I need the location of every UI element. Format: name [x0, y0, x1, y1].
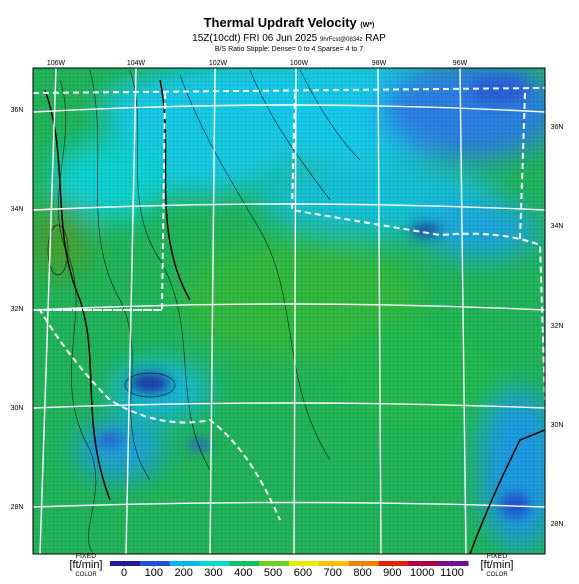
latitude-label-left: 30N — [11, 405, 24, 412]
colorbar-swatch — [259, 561, 290, 566]
colorbar-swatch — [438, 561, 469, 566]
title-symbol: (W*) — [360, 22, 374, 29]
latitude-label-right: 30N — [551, 422, 564, 429]
longitude-label: 106W — [47, 60, 66, 67]
model: RAP — [365, 33, 386, 44]
longitude-label: 102W — [209, 60, 228, 67]
colorbar-tick-label: 400 — [234, 567, 252, 579]
colorbar-tick-label: 500 — [264, 567, 282, 579]
colorbar-tick-label: 700 — [324, 567, 342, 579]
coordinate-labels: 106W 104W 102W 100W 98W 96W 36N 34N 32N 30N 28N 36N… — [11, 60, 564, 528]
colorbar-tick-label: 900 — [383, 567, 401, 579]
title: Thermal Updraft Velocity (W*) — [204, 15, 375, 30]
latitude-label-left: 32N — [11, 306, 24, 313]
latitude-label-left: 28N — [11, 504, 24, 511]
subtitle: 15Z(10cdt) FRI 06 Jun 2025 9hrFcst@0834z… — [192, 33, 386, 44]
forecast: 9hrFcst@0834z — [320, 37, 362, 43]
colorbar-right-unit: [ft/min] — [480, 559, 513, 571]
colorbar-swatch — [139, 561, 171, 566]
colorbar-left-top: FIXED — [76, 553, 97, 560]
colorbar-tick-label: 1100 — [440, 567, 464, 579]
latitude-label-right: 28N — [551, 521, 564, 528]
colorbar-left-unit: [ft/min] — [69, 559, 102, 571]
latitude-label-left: 34N — [11, 206, 24, 213]
colorbar-swatch — [348, 561, 379, 566]
colorbar-right-bottom: COLOR — [486, 572, 508, 578]
colorbar-right-top: FIXED — [487, 553, 508, 560]
colorbar-swatch — [199, 561, 230, 566]
stipple-note: B/S Ratio Stipple: Dense= 0 to 4 Sparse=… — [215, 46, 363, 53]
colorbar-tick-label: 100 — [145, 567, 163, 579]
title-text: Thermal Updraft Velocity — [204, 15, 358, 30]
colorbar-swatch — [378, 561, 409, 566]
colorbar-tick-label: 200 — [174, 567, 192, 579]
colorbar-swatch — [229, 561, 260, 566]
colorbar-swatch — [169, 561, 200, 566]
colorbar-tick-label: 300 — [204, 567, 222, 579]
colorbar-tick-label: 800 — [353, 567, 371, 579]
longitude-label: 100W — [290, 60, 309, 67]
latitude-label-right: 34N — [551, 223, 564, 230]
colorbar-swatch — [408, 561, 439, 566]
latitude-label-right: 32N — [551, 323, 564, 330]
valid-time: 15Z(10cdt) FRI 06 Jun 2025 — [192, 33, 318, 44]
longitude-label: 104W — [127, 60, 146, 67]
colorbar-swatch — [318, 561, 350, 566]
colorbar-tick-label: 600 — [294, 567, 312, 579]
latitude-label-left: 36N — [11, 107, 24, 114]
colorbar-swatch — [289, 561, 320, 566]
state-borders — [33, 87, 545, 521]
colorbar-left-bottom: COLOR — [75, 572, 97, 578]
colorbar: FIXED [ft/min] COLOR FIXED [ft/min] COLO… — [69, 553, 513, 579]
map-area — [33, 68, 545, 554]
colorbar-tick-label: 0 — [121, 567, 127, 579]
map-frame — [32, 67, 546, 555]
longitude-label: 96W — [453, 60, 468, 67]
longitude-label: 98W — [372, 60, 387, 67]
latitude-label-right: 36N — [551, 124, 564, 131]
colorbar-swatch — [110, 561, 141, 566]
colorbar-tick-label: 1000 — [410, 567, 434, 579]
